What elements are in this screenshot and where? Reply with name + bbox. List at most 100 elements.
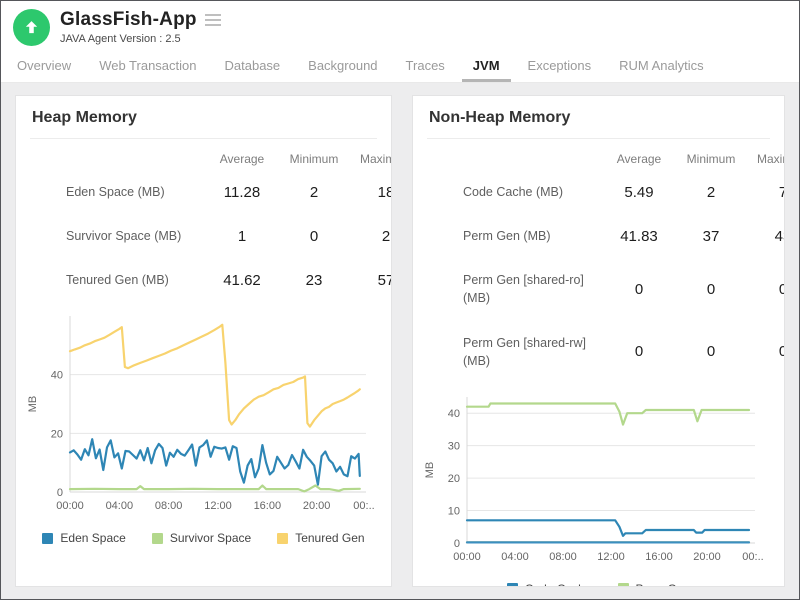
metric-maximum: 7 (747, 184, 785, 201)
app-window: GlassFish-App JAVA Agent Version : 2.5 O… (0, 0, 800, 600)
tab-overview[interactable]: Overview (15, 54, 73, 82)
table-row: Perm Gen [shared-rw] (MB) 0 0 0 (413, 321, 785, 383)
tab-rum-analytics[interactable]: RUM Analytics (617, 54, 706, 82)
svg-text:0: 0 (454, 538, 460, 550)
svg-text:12:00: 12:00 (597, 551, 625, 563)
col-minimum: Minimum (675, 152, 747, 166)
metric-minimum: 37 (675, 228, 747, 245)
heap-chart-legend: Eden Space Survivor Space Tenured Gen (16, 531, 391, 545)
svg-text:MB: MB (424, 462, 436, 479)
svg-text:04:00: 04:00 (106, 500, 134, 512)
metric-minimum: 0 (675, 281, 747, 298)
svg-text:08:00: 08:00 (155, 500, 183, 512)
svg-text:30: 30 (448, 440, 460, 452)
metric-label: Tenured Gen (MB) (16, 271, 206, 289)
metric-maximum: 43 (747, 228, 785, 245)
metric-maximum: 18 (350, 184, 392, 201)
tab-web-transaction[interactable]: Web Transaction (97, 54, 198, 82)
legend-swatch (277, 533, 288, 544)
tab-jvm[interactable]: JVM (471, 54, 502, 82)
metric-label: Perm Gen [shared-rw] (MB) (413, 334, 603, 370)
metric-label: Eden Space (MB) (16, 183, 206, 201)
metric-average: 41.62 (206, 272, 278, 289)
non-heap-memory-panel: Non-Heap Memory Average Minimum Maximum … (412, 95, 785, 587)
svg-text:16:00: 16:00 (254, 500, 282, 512)
svg-text:00:..: 00:.. (742, 551, 763, 563)
legend-swatch (618, 583, 629, 587)
metric-maximum: 57 (350, 272, 392, 289)
legend-swatch (42, 533, 53, 544)
divider (427, 138, 770, 139)
table-row: Perm Gen (MB) 41.83 37 43 (413, 214, 785, 258)
legend-item-perm-gen[interactable]: Perm Gen (618, 582, 691, 587)
non-heap-memory-table: Average Minimum Maximum Code Cache (MB) … (413, 143, 785, 383)
svg-text:00:00: 00:00 (453, 551, 481, 563)
metric-average: 0 (603, 281, 675, 298)
nav-tabs: Overview Web Transaction Database Backgr… (1, 48, 799, 83)
col-minimum: Minimum (278, 152, 350, 166)
metric-minimum: 2 (675, 184, 747, 201)
table-header-row: Average Minimum Maximum (413, 143, 785, 170)
col-maximum: Maximum (350, 152, 392, 166)
heap-memory-chart: 0 20 40 00:00 04:00 08:00 12:00 16:00 20:00 00:..… (16, 302, 391, 523)
col-average: Average (206, 152, 278, 166)
svg-text:04:00: 04:00 (501, 551, 529, 563)
legend-swatch (507, 583, 518, 587)
non-heap-memory-title: Non-Heap Memory (413, 96, 784, 138)
heap-memory-title: Heap Memory (16, 96, 391, 138)
heap-memory-panel: Heap Memory Average Minimum Maximum Eden… (15, 95, 392, 587)
tab-traces[interactable]: Traces (404, 54, 447, 82)
metric-maximum: 2 (350, 228, 392, 245)
legend-item-survivor-space[interactable]: Survivor Space (152, 531, 251, 545)
content-area: Heap Memory Average Minimum Maximum Eden… (1, 83, 799, 599)
metric-average: 0 (603, 343, 675, 360)
non-heap-memory-chart: 0 10 20 30 40 00:00 04:00 08:00 12:00 16:00 20:00 0… (413, 383, 784, 574)
metric-average: 11.28 (206, 184, 278, 201)
svg-text:16:00: 16:00 (645, 551, 673, 563)
metric-label: Perm Gen [shared-ro] (MB) (413, 271, 603, 307)
svg-text:00:00: 00:00 (56, 500, 84, 512)
app-status-icon (13, 9, 50, 46)
legend-item-eden-space[interactable]: Eden Space (42, 531, 125, 545)
table-row: Eden Space (MB) 11.28 2 18 (16, 170, 392, 214)
metric-label: Survivor Space (MB) (16, 227, 206, 245)
metric-average: 5.49 (603, 184, 675, 201)
divider (30, 138, 377, 139)
svg-text:10: 10 (448, 505, 460, 517)
legend-swatch (152, 533, 163, 544)
metric-label: Code Cache (MB) (413, 183, 603, 201)
tab-background[interactable]: Background (306, 54, 379, 82)
metric-label: Perm Gen (MB) (413, 227, 603, 245)
col-average: Average (603, 152, 675, 166)
metric-maximum: 0 (747, 343, 785, 360)
page-title: GlassFish-App (60, 9, 197, 31)
hamburger-menu-icon[interactable] (203, 11, 223, 29)
metric-minimum: 0 (278, 228, 350, 245)
table-row: Perm Gen [shared-ro] (MB) 0 0 0 (413, 258, 785, 320)
svg-text:20: 20 (448, 473, 460, 485)
svg-text:08:00: 08:00 (549, 551, 577, 563)
svg-text:40: 40 (448, 408, 460, 420)
legend-item-code-cache[interactable]: Code Cache (507, 582, 592, 587)
arrow-up-icon (23, 19, 40, 36)
svg-text:20: 20 (51, 429, 63, 441)
metric-average: 41.83 (603, 228, 675, 245)
non-heap-chart-legend: Code Cache Perm Gen Perm Gen [shared-ro] (413, 582, 784, 587)
svg-text:0: 0 (57, 487, 63, 499)
table-row: Code Cache (MB) 5.49 2 7 (413, 170, 785, 214)
tab-exceptions[interactable]: Exceptions (526, 54, 594, 82)
legend-item-tenured-gen[interactable]: Tenured Gen (277, 531, 364, 545)
col-maximum: Maximum (747, 152, 785, 166)
agent-version-label: JAVA Agent Version : 2.5 (60, 33, 223, 45)
svg-text:00:..: 00:.. (353, 500, 374, 512)
svg-text:12:00: 12:00 (204, 500, 232, 512)
app-header: GlassFish-App JAVA Agent Version : 2.5 (1, 1, 799, 48)
table-row: Tenured Gen (MB) 41.62 23 57 (16, 258, 392, 302)
svg-text:40: 40 (51, 370, 63, 382)
svg-text:MB: MB (27, 396, 39, 413)
svg-text:20:00: 20:00 (303, 500, 331, 512)
table-header-row: Average Minimum Maximum (16, 143, 392, 170)
tab-database[interactable]: Database (223, 54, 283, 82)
heap-memory-table: Average Minimum Maximum Eden Space (MB) … (16, 143, 392, 302)
svg-text:20:00: 20:00 (693, 551, 721, 563)
